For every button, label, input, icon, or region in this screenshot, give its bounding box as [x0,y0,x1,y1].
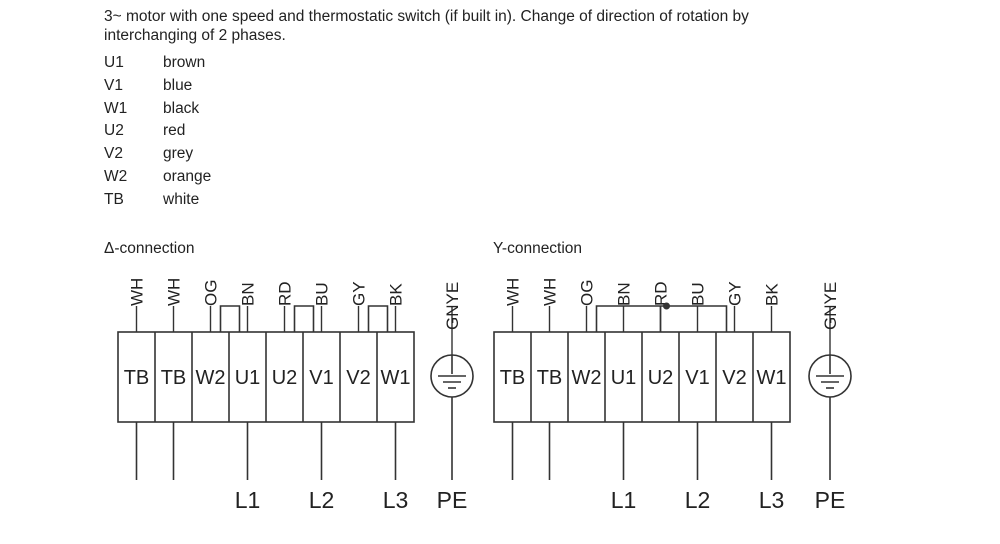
legend-color: brown [163,54,206,71]
supply-label-l2: L2 [685,487,711,513]
terminal-label-w1: W1 [381,367,411,389]
terminal-label-tb: TB [124,367,150,389]
legend-code: V1 [104,76,123,94]
wire-label-gy: GY [726,281,745,306]
supply-label-l1: L1 [235,487,261,513]
delta-connection-diagram: TB TB W2 U1 U2 V1 V2 W1 WH WH OG BN RD BU GY BK L1 L2 L3 GN… [117,278,474,513]
legend-color: white [163,190,200,208]
wire-label-bk: BK [387,283,406,306]
wire-label-wh: WH [541,278,560,306]
supply-label-l2: L2 [309,487,335,513]
legend-code: U2 [104,122,124,140]
legend-code: W1 [104,99,128,117]
supply-label-l1: L1 [611,487,637,513]
pe-label: PE [815,487,846,513]
wire-label-bu: BU [689,282,708,306]
legend-row-tb: TB white [104,189,211,212]
star-bridge [595,305,728,332]
wire-label-bk: BK [763,283,782,306]
wire-label-bu: BU [313,282,332,306]
wire-label-bn: BN [615,282,634,306]
wire-label-og: OG [578,280,597,306]
terminal-label-v1: V1 [309,367,333,389]
earth-wire-label: GNYE [821,282,840,330]
intro-text: 3~ motor with one speed and thermostatic… [104,8,749,44]
terminal-label-v2: V2 [346,367,370,389]
legend-color: orange [163,167,212,185]
wire-label-gy: GY [350,281,369,306]
wye-connection-title: Y-connection [493,240,583,257]
delta-jumper [293,305,315,332]
legend-color: black [163,99,200,117]
terminal-label-v2: V2 [722,367,746,389]
terminal-label-v1: V1 [685,367,709,389]
legend-code: W2 [104,167,128,185]
wire-label-wh: WH [165,278,184,306]
delta-jumper [219,305,241,332]
terminal-label-tb: TB [500,367,526,389]
wire-color-legend: U1 brown V1 blue W1 black U2 red V2 grey W2 or… [104,52,211,212]
legend-color: grey [163,145,194,163]
wire-label-bn: BN [239,282,258,306]
terminal-label-u1: U1 [611,367,637,389]
terminal-label-w2: W2 [572,367,602,389]
terminal-label-tb: TB [537,367,563,389]
legend-code: V2 [104,145,123,163]
legend-row-v2: V2 grey [104,143,211,166]
supply-label-l3: L3 [759,487,785,513]
terminal-label-u1: U1 [235,367,261,389]
terminal-label-u2: U2 [648,367,674,389]
legend-row-w1: W1 black [104,98,211,121]
wire-label-rd: RD [276,281,295,306]
supply-label-l3: L3 [383,487,409,513]
legend-color: red [163,122,186,140]
terminal-label-u2: U2 [272,367,298,389]
star-point-dot [663,302,670,310]
legend-code: TB [104,190,124,208]
wire-label-wh: WH [504,278,523,306]
legend-color: blue [163,76,193,94]
wire-label-rd: RD [652,281,671,306]
wye-connection-diagram: TB TB W2 U1 U2 V1 V2 W1 WH WH OG BN RD BU GY BK L1 L2 L3 GN… [493,278,852,513]
legend-row-u2: U2 red [104,120,211,143]
pe-label: PE [437,487,468,513]
delta-connection-title: Δ-connection [104,240,195,257]
terminal-label-tb: TB [161,367,187,389]
terminal-label-w1: W1 [757,367,787,389]
delta-jumper [367,305,389,332]
earth-wire-label: GNYE [443,282,462,330]
wire-label-wh: WH [128,278,147,306]
legend-row-w2: W2 orange [104,166,211,189]
legend-row-u1: U1 brown [104,52,211,75]
terminal-label-w2: W2 [196,367,226,389]
wire-label-og: OG [202,280,221,306]
legend-code: U1 [104,54,124,71]
legend-row-v1: V1 blue [104,75,211,98]
